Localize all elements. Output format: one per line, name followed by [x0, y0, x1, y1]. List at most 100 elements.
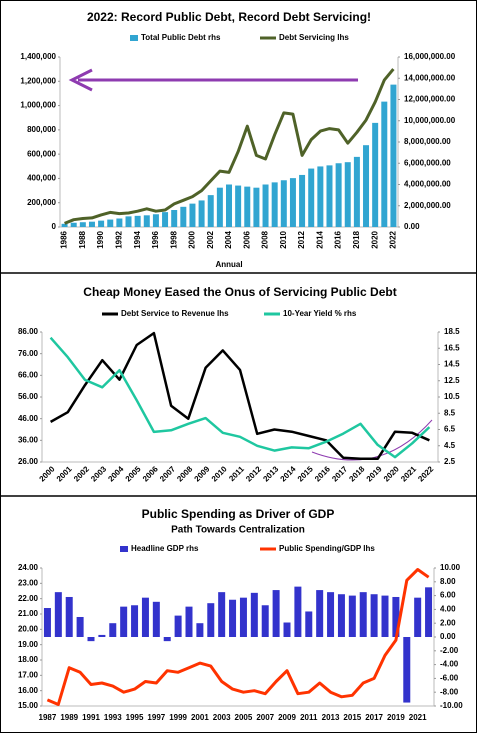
bar [381, 595, 389, 637]
x-tick-label: 2020 [370, 230, 379, 248]
bar [174, 615, 182, 637]
bar [262, 184, 269, 227]
bar [308, 168, 315, 227]
bar [218, 592, 226, 637]
bar [250, 592, 258, 637]
x-axis-label: Annual [215, 260, 242, 269]
bar [65, 596, 73, 637]
x-tick-label: 1990 [96, 230, 105, 248]
bar [370, 594, 378, 637]
annotation-curve [311, 419, 433, 461]
y-tick-label: 20.00 [18, 624, 39, 633]
y2-tick-label: -10.00 [440, 701, 463, 710]
bar [244, 186, 251, 227]
bar [305, 611, 313, 637]
bar [98, 220, 105, 227]
x-tick-label: 2019 [387, 713, 405, 722]
bar [134, 215, 141, 227]
x-tick-label: 1996 [151, 230, 160, 248]
bar [141, 597, 149, 637]
y2-tick-label: 0.00 [404, 222, 420, 231]
bar [289, 178, 296, 227]
y2-tick-label: 10.5 [444, 392, 460, 401]
bar [294, 586, 302, 637]
x-tick-label: 2016 [334, 230, 343, 248]
y-tick-label: 15.00 [18, 701, 39, 710]
line [49, 331, 430, 461]
y-tick-label: 56.00 [18, 392, 39, 401]
y2-tick-label: 16,000,000.00 [404, 52, 456, 61]
y-tick-label: 22.00 [18, 594, 39, 603]
bar [98, 634, 106, 637]
y2-tick-label: 18.5 [444, 327, 460, 336]
bar [143, 215, 150, 227]
y-tick-label: 66.00 [18, 370, 39, 379]
x-tick-label: 1995 [126, 713, 144, 722]
bar [109, 623, 117, 637]
y-tick-label: 19.00 [18, 640, 39, 649]
bar [337, 594, 345, 637]
y2-tick-label: 14.5 [444, 360, 460, 369]
bar [116, 218, 123, 227]
bar [180, 206, 187, 227]
y2-tick-label: 12,000,000.00 [404, 95, 456, 104]
bar [272, 590, 280, 637]
y2-tick-label: 12.5 [444, 376, 460, 385]
bar [353, 156, 360, 227]
bar [239, 597, 247, 637]
bar [54, 592, 62, 637]
y2-tick-label: 14,000,000.00 [404, 73, 456, 82]
x-tick-label: 1986 [60, 230, 69, 248]
x-tick-label: 2000 [188, 230, 197, 248]
x-tick-label: 1994 [133, 230, 142, 248]
bar [207, 603, 215, 637]
legend-label: Debt Service to Revenue lhs [121, 309, 229, 318]
x-tick-label: 1998 [169, 230, 178, 248]
y-tick-label: 800,000 [27, 125, 56, 134]
x-tick-label: 2001 [191, 713, 209, 722]
bar [381, 101, 388, 227]
x-tick-label: 2011 [300, 713, 318, 722]
bar [316, 590, 324, 637]
bar [280, 180, 287, 227]
bar [163, 637, 171, 642]
bar [216, 187, 223, 227]
chart-title: Cheap Money Eased the Onus of Servicing … [83, 285, 396, 299]
x-tick-label: 2012 [297, 230, 306, 248]
y-tick-label: 1,400,000 [20, 52, 56, 61]
bar [70, 222, 77, 227]
legend-label: Total Public Debt rhs [141, 33, 221, 42]
y2-tick-label: 10.00 [440, 563, 461, 572]
line [49, 336, 431, 459]
x-tick-label: 2015 [343, 713, 361, 722]
chart-title: 2022: Record Public Debt, Record Debt Se… [87, 10, 371, 24]
bar [363, 145, 370, 227]
y2-tick-label: 4.5 [444, 441, 456, 450]
x-tick-label: 1989 [60, 713, 78, 722]
y2-tick-label: 8,000,000.00 [404, 137, 451, 146]
bar [359, 592, 367, 637]
y2-tick-label: 6.5 [444, 425, 456, 434]
bar [348, 595, 356, 637]
bar [198, 200, 205, 227]
legend-label: 10-Year Yield % rhs [283, 309, 357, 318]
bar [76, 616, 84, 637]
bar [87, 637, 95, 642]
bar [392, 596, 400, 637]
bar [125, 216, 132, 227]
y-tick-label: 200,000 [27, 198, 56, 207]
x-tick-label: 2009 [278, 713, 296, 722]
bar [152, 601, 160, 637]
x-tick-label: 1997 [147, 713, 165, 722]
bar [326, 165, 333, 227]
y2-tick-label: 8.00 [440, 577, 456, 586]
y-tick-label: 86.00 [18, 327, 39, 336]
y-tick-label: 600,000 [27, 149, 56, 158]
y-tick-label: 16.00 [18, 686, 39, 695]
line [64, 68, 395, 225]
legend-label: Headline GDP rhs [131, 544, 199, 553]
bar [79, 222, 86, 227]
y2-tick-label: 0.00 [440, 632, 456, 641]
y-tick-label: 17.00 [18, 670, 39, 679]
